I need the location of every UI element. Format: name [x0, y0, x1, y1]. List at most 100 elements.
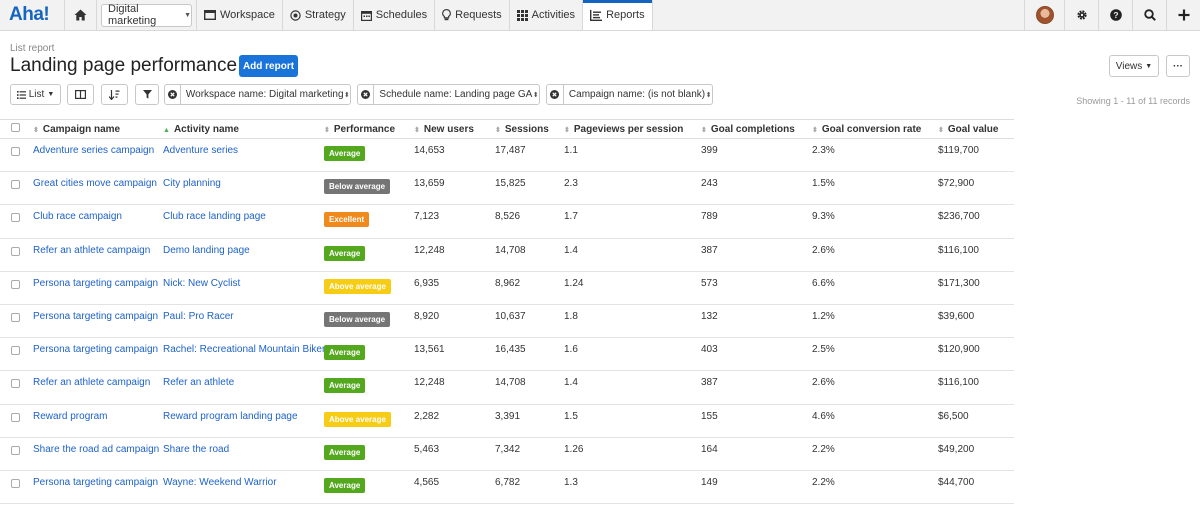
columns-button[interactable] [67, 84, 94, 105]
cell-pageviews-per-session: 1.1 [564, 138, 701, 173]
search-button[interactable] [1132, 0, 1166, 30]
row-checkbox[interactable] [11, 346, 20, 356]
row-checkbox[interactable] [11, 478, 20, 488]
column-header-performance[interactable]: ⬍ Performance [324, 119, 414, 139]
plus-icon [1178, 9, 1189, 21]
help-button[interactable]: ? [1098, 0, 1132, 30]
remove-filter-button[interactable] [358, 85, 375, 104]
filter-campaign-name[interactable]: Campaign name: (is not blank) ⬍ [546, 84, 713, 105]
breadcrumb: List report [10, 43, 55, 54]
view-type-select[interactable]: List ▼ [10, 84, 61, 105]
cell-performance: Average [324, 470, 414, 505]
add-report-button[interactable]: Add report [239, 55, 298, 77]
row-checkbox[interactable] [11, 279, 20, 289]
row-checkbox[interactable] [11, 412, 20, 422]
cell-campaign-name[interactable]: Persona targeting campaign [33, 337, 163, 372]
cell-campaign-name[interactable]: Reward program [33, 404, 163, 438]
tab-requests[interactable]: Requests [435, 0, 510, 30]
cell-activity-name[interactable]: City planning [163, 171, 324, 206]
filter-workspace-name[interactable]: Workspace name: Digital marketing ⬍ [164, 84, 351, 105]
select-all-checkbox[interactable] [11, 123, 20, 132]
cell-sessions: 8,526 [495, 204, 564, 239]
column-header-pageviews-per-session[interactable]: ⬍ Pageviews per session [564, 119, 701, 139]
cell-activity-name[interactable]: Nick: New Cyclist [163, 271, 324, 305]
table-row[interactable]: Club race campaign Club race landing page… [0, 204, 1014, 239]
column-header-goal-value[interactable]: ⬍ Goal value [938, 119, 1014, 139]
filter-button[interactable] [135, 84, 159, 105]
cell-campaign-name[interactable]: Persona targeting campaign [33, 304, 163, 339]
cell-campaign-name[interactable]: Great cities move campaign [33, 171, 163, 206]
cell-goal-completions: 399 [701, 138, 812, 173]
filter-schedule-name[interactable]: Schedule name: Landing page GA ⬍ [357, 84, 540, 105]
table-row[interactable]: Refer an athlete campaign Refer an athlet… [0, 370, 1014, 405]
table-row[interactable]: Persona targeting campaign Rachel: Recrea… [0, 337, 1014, 372]
cell-new-users: 4,565 [414, 470, 495, 505]
table-row[interactable]: Persona targeting campaign Wayne: Weekend… [0, 470, 1014, 505]
tab-activities[interactable]: Activities [510, 0, 584, 30]
cell-campaign-name[interactable]: Share the road ad campaign [33, 437, 163, 471]
cell-activity-name[interactable]: Refer an athlete [163, 370, 324, 405]
cell-campaign-name[interactable]: Adventure series campaign [33, 138, 163, 173]
sort-button[interactable] [101, 84, 128, 105]
table-row[interactable]: Great cities move campaign City planning B… [0, 171, 1014, 206]
tab-reports[interactable]: Reports [583, 0, 653, 30]
column-header-new-users[interactable]: ⬍ New users [414, 119, 495, 139]
cell-campaign-name[interactable]: Club race campaign [33, 204, 163, 239]
cell-activity-name[interactable]: Share the road [163, 437, 324, 471]
home-button[interactable] [65, 0, 97, 30]
row-checkbox[interactable] [11, 445, 20, 455]
cell-activity-name[interactable]: Reward program landing page [163, 404, 324, 438]
cell-goal-value: $72,900 [938, 171, 1014, 206]
table-row[interactable]: Persona targeting campaign Paul: Pro Race… [0, 304, 1014, 339]
row-checkbox[interactable] [11, 246, 20, 256]
column-header-sessions[interactable]: ⬍ Sessions [495, 119, 564, 139]
row-checkbox[interactable] [11, 312, 20, 322]
add-button[interactable] [1166, 0, 1200, 30]
cell-new-users: 2,282 [414, 404, 495, 438]
settings-button[interactable] [1064, 0, 1098, 30]
row-checkbox[interactable] [11, 379, 20, 389]
cell-pageviews-per-session: 1.4 [564, 370, 701, 405]
row-checkbox[interactable] [11, 147, 20, 156]
column-header-goal-conversion-rate[interactable]: ⬍ Goal conversion rate [812, 119, 938, 139]
cell-activity-name[interactable]: Adventure series [163, 138, 324, 173]
funnel-icon [142, 90, 152, 99]
user-menu[interactable] [1024, 0, 1064, 30]
tab-workspace[interactable]: Workspace [197, 0, 283, 30]
table-row[interactable]: Reward program Reward program landing pag… [0, 404, 1014, 438]
cell-pageviews-per-session: 1.3 [564, 470, 701, 505]
cell-activity-name[interactable]: Rachel: Recreational Mountain Biker [163, 337, 324, 372]
table-row[interactable]: Adventure series campaign Adventure serie… [0, 138, 1014, 173]
column-header-goal-completions[interactable]: ⬍ Goal completions [701, 119, 812, 139]
cell-campaign-name[interactable]: Refer an athlete campaign [33, 238, 163, 272]
lightbulb-icon [442, 9, 451, 21]
strategy-icon [290, 9, 301, 21]
row-checkbox[interactable] [11, 213, 20, 223]
table-row[interactable]: Persona targeting campaign Nick: New Cycl… [0, 271, 1014, 305]
column-header-campaign-name[interactable]: ⬍ Campaign name [33, 119, 163, 139]
remove-filter-button[interactable] [165, 85, 181, 104]
cell-pageviews-per-session: 1.6 [564, 337, 701, 372]
cell-activity-name[interactable]: Demo landing page [163, 238, 324, 272]
cell-campaign-name[interactable]: Persona targeting campaign [33, 470, 163, 505]
more-options-button[interactable]: ··· [1166, 55, 1190, 77]
table-row[interactable]: Share the road ad campaign Share the road… [0, 437, 1014, 471]
cell-activity-name[interactable]: Paul: Pro Racer [163, 304, 324, 339]
cell-campaign-name[interactable]: Refer an athlete campaign [33, 370, 163, 405]
columns-icon [75, 90, 86, 99]
cell-goal-value: $39,600 [938, 304, 1014, 339]
cell-campaign-name[interactable]: Persona targeting campaign [33, 271, 163, 305]
performance-badge: Excellent [324, 212, 370, 228]
cell-activity-name[interactable]: Club race landing page [163, 204, 324, 239]
aha-logo[interactable]: Aha! [0, 0, 65, 30]
column-header-activity-name[interactable]: ▲ Activity name [163, 119, 324, 139]
tab-strategy[interactable]: Strategy [283, 0, 354, 30]
views-button[interactable]: Views ▼ [1109, 55, 1159, 77]
cell-activity-name[interactable]: Wayne: Weekend Warrior [163, 470, 324, 505]
cell-performance: Above average [324, 271, 414, 305]
table-row[interactable]: Refer an athlete campaign Demo landing pa… [0, 238, 1014, 272]
workspace-selector[interactable]: Digital marketing ▼ [101, 3, 192, 27]
tab-schedules[interactable]: Schedules [354, 0, 436, 30]
remove-filter-button[interactable] [547, 85, 564, 104]
row-checkbox[interactable] [11, 180, 20, 190]
